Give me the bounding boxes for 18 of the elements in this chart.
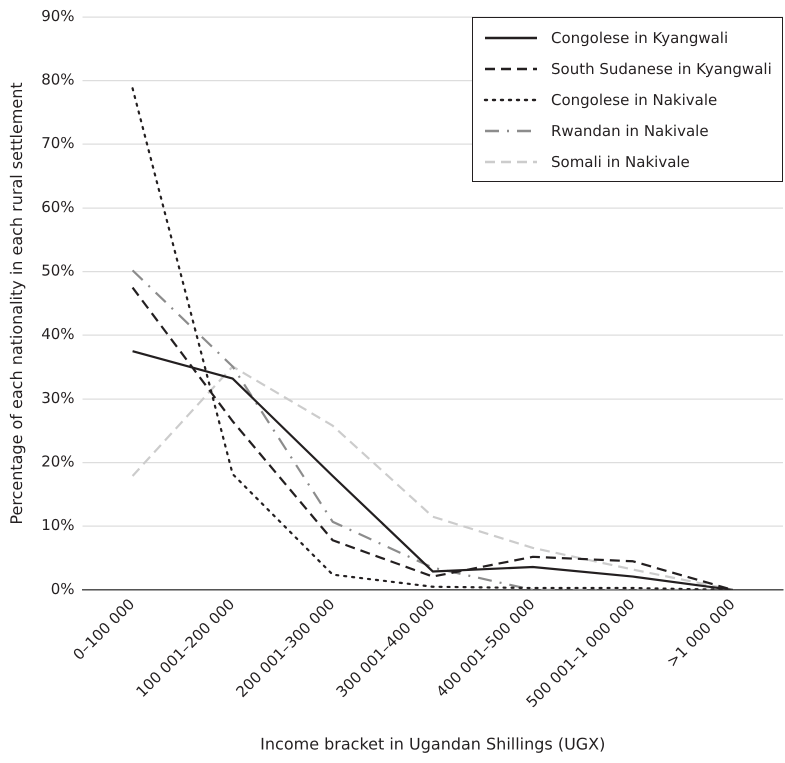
legend-label: Somali in Nakivale xyxy=(551,152,690,170)
legend-label: Congolese in Kyangwali xyxy=(551,28,728,46)
legend-label: Congolese in Nakivale xyxy=(551,90,718,108)
y-tick-label: 80% xyxy=(41,70,75,89)
y-tick-label: 20% xyxy=(41,452,75,470)
y-tick-label: 70% xyxy=(41,134,75,152)
x-tick-label: >1 000 000 xyxy=(662,595,739,671)
y-axis-title: Percentage of each nationality in each rural settlement xyxy=(6,82,26,525)
x-axis-title: Income bracket in Ugandan Shillings (UGX) xyxy=(260,734,606,754)
y-tick-label: 90% xyxy=(41,6,75,25)
y-tick-label: 60% xyxy=(41,198,75,216)
y-tick-label: 0% xyxy=(50,580,75,598)
y-tick-label: 40% xyxy=(41,325,75,344)
legend-label: South Sudanese in Kyangwali xyxy=(551,60,772,78)
legend-label: Rwandan in Nakivale xyxy=(551,122,709,140)
y-tick-label: 30% xyxy=(41,388,75,407)
y-tick-label: 50% xyxy=(41,262,75,280)
y-tick-label: 10% xyxy=(41,516,75,534)
